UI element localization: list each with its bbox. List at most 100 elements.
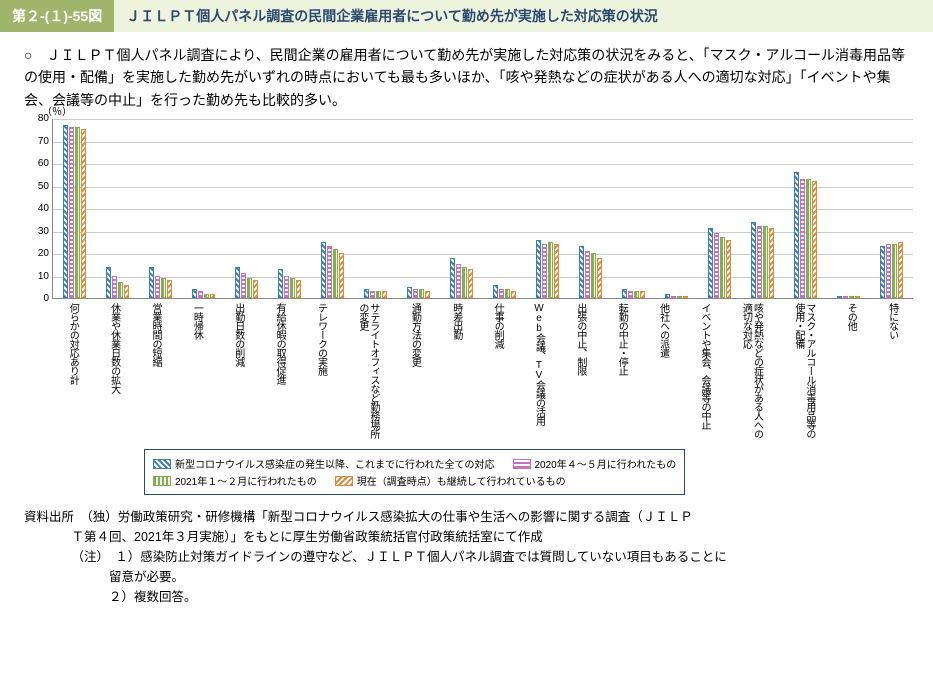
bar: [886, 244, 891, 298]
bar: [677, 296, 682, 298]
intro-paragraph: ○ ＪＩＬＰＴ個人パネル調査により、民間企業の雇用者について勤め先が実施した対応…: [0, 32, 933, 119]
x-axis-label: 他社への派遣: [658, 303, 669, 443]
bar: [419, 289, 424, 298]
bar: [493, 285, 498, 299]
bars-row: [53, 119, 913, 298]
bar: [69, 127, 74, 298]
bar: [155, 276, 160, 299]
category-group: [450, 119, 473, 298]
intro-text: ＪＩＬＰＴ個人パネル調査により、民間企業の雇用者について勤め先が実施した対応策の…: [24, 47, 905, 108]
legend-label-1: 2020年４～５月に行われたもの: [535, 456, 677, 471]
legend-label-0: 新型コロナウイルス感染症の発生以降、これまでに行われた全ての対応: [175, 456, 495, 471]
bar: [714, 233, 719, 298]
bar: [769, 228, 774, 298]
legend-swatch-1: [513, 459, 531, 469]
bar: [812, 181, 817, 298]
bar: [671, 296, 676, 298]
bar: [579, 246, 584, 298]
bar: [241, 273, 246, 298]
bar: [634, 291, 639, 298]
y-tick-label: 70: [27, 136, 49, 147]
bar: [849, 296, 854, 298]
category-group: [837, 119, 860, 298]
bar: [247, 278, 252, 298]
bar: [720, 237, 725, 298]
source-line-2: Ｔ第４回、2021年３月実施）」をもとに厚生労働省政策統括官付政策統括室にて作成: [24, 527, 909, 547]
bar: [290, 278, 295, 298]
x-axis-label: テレワークの実施: [316, 303, 327, 443]
bar: [75, 127, 80, 298]
category-group: [794, 119, 817, 298]
category-group: [579, 119, 602, 298]
bar: [278, 269, 283, 298]
category-group: [751, 119, 774, 298]
x-axis-label: マスク・アルコール消毒用品等の使用・配備: [793, 303, 815, 443]
category-group: [106, 119, 129, 298]
bar: [892, 244, 897, 298]
bar: [757, 226, 762, 298]
header-bar: 第２-(１)-55図 ＪＩＬＰＴ個人パネル調査の民間企業雇用者について勤め先が実…: [0, 0, 933, 32]
bar: [548, 242, 553, 298]
category-group: [493, 119, 516, 298]
legend-item-3: 現在（調査時点）も継続して行われているもの: [335, 473, 566, 488]
bar: [321, 242, 326, 298]
bar: [112, 276, 117, 299]
bar: [505, 289, 510, 298]
y-tick-label: 30: [27, 226, 49, 237]
category-group: [622, 119, 645, 298]
legend-row-1: 新型コロナウイルス感染症の発生以降、これまでに行われた全ての対応 2020年４～…: [153, 456, 676, 471]
bar: [204, 294, 209, 299]
category-group: [364, 119, 387, 298]
bar: [198, 291, 203, 298]
bar: [235, 267, 240, 299]
x-axis-label: 有給休暇の取得促進: [274, 303, 285, 443]
category-group: [235, 119, 258, 298]
figure-title: ＪＩＬＰＴ個人パネル調査の民間企業雇用者について勤め先が実施した対応策の状況: [114, 0, 933, 32]
bar: [751, 222, 756, 299]
bar: [499, 289, 504, 298]
legend-swatch-0: [153, 459, 171, 469]
bar: [253, 280, 258, 298]
bar: [364, 289, 369, 298]
bar: [407, 287, 412, 298]
legend-row-2: 2021年１～２月に行われたもの 現在（調査時点）も継続して行われているもの: [153, 473, 676, 488]
y-tick-label: 50: [27, 181, 49, 192]
bar: [468, 269, 473, 298]
bar: [880, 246, 885, 298]
x-axis-label: Web会議、TV会議の活用: [533, 303, 544, 443]
bar: [192, 289, 197, 298]
bar: [450, 258, 455, 299]
figure-container: 第２-(１)-55図 ＪＩＬＰＴ個人パネル調査の民間企業雇用者について勤め先が実…: [0, 0, 933, 619]
bar: [837, 296, 842, 298]
bar: [640, 291, 645, 298]
legend-label-3: 現在（調査時点）も継続して行われているもの: [357, 473, 566, 488]
bar: [118, 282, 123, 298]
x-axis-label: 転勤の中止・停止: [616, 303, 627, 443]
category-group: [880, 119, 903, 298]
source-text-1: （独）労働政策研究・研修機構「新型コロナウイルス感染拡大の仕事や生活への影響に関…: [87, 510, 693, 524]
bar: [296, 280, 301, 298]
x-axis-label: その他: [845, 303, 856, 443]
x-axis-labels: 何らかの対応あり計休業や休業日数の拡大営業時間の短縮一時帰休出勤日数の削減有給休…: [52, 303, 913, 443]
legend-swatch-3: [335, 476, 353, 486]
y-tick-label: 10: [27, 271, 49, 282]
category-group: [665, 119, 688, 298]
note-line-2: ２）複数回答。: [24, 587, 909, 607]
bar: [794, 172, 799, 298]
note-line-1: （注） １）感染防止対策ガイドラインの遵守など、ＪＩＬＰＴ個人パネル調査では質問…: [24, 547, 909, 567]
category-group: [536, 119, 559, 298]
note1-a: １）感染防止対策ガイドラインの遵守など、ＪＩＬＰＴ個人パネル調査では質問していな…: [115, 550, 727, 564]
category-group: [278, 119, 301, 298]
x-axis-label: 特にない: [887, 303, 898, 443]
bar: [665, 294, 670, 299]
bar: [462, 267, 467, 299]
figure-number: 第２-(１)-55図: [0, 0, 114, 32]
bar: [327, 246, 332, 298]
bar: [161, 278, 166, 298]
category-group: [63, 119, 86, 298]
bar: [708, 228, 713, 298]
bar: [683, 296, 688, 298]
bar: [855, 296, 860, 298]
bar: [167, 280, 172, 298]
y-tick-label: 40: [27, 203, 49, 214]
